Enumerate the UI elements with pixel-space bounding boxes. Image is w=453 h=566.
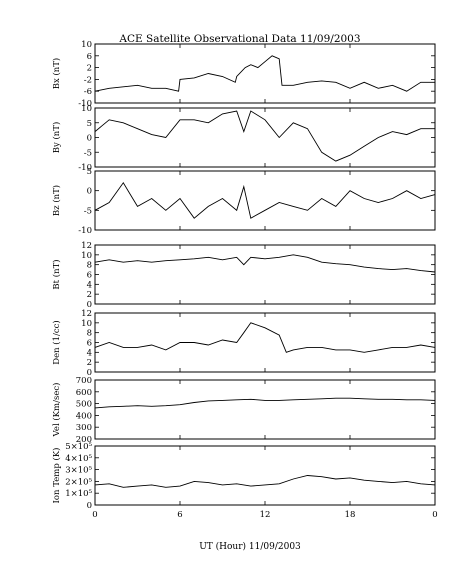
y-tick-label: 0: [87, 368, 92, 378]
y-tick-label: 5×10⁵: [65, 442, 92, 452]
y-tick-label: -10: [78, 226, 92, 236]
y-tick-label: 700: [76, 376, 92, 386]
series-line: [94, 475, 436, 488]
y-tick-label: 6: [87, 339, 92, 349]
y-tick-label: 3×10⁵: [65, 466, 92, 476]
y-tick-label: 400: [76, 411, 92, 421]
y-tick-label: -10: [78, 163, 92, 173]
series-line: [94, 397, 436, 409]
x-tick-label: 0: [92, 510, 97, 520]
panel-2: -10 -5 0 5 10 By (nT): [51, 104, 436, 173]
panel-frame: [94, 244, 436, 305]
y-tick-label: 2: [87, 64, 92, 74]
series-line: [94, 322, 436, 353]
y-tick-label: 2×10⁵: [65, 477, 92, 487]
x-tick-label: 18: [345, 510, 356, 520]
y-axis-label: Ion Temp (K): [51, 448, 62, 504]
y-tick-label: 2: [87, 358, 92, 368]
y-tick-label: 12: [81, 241, 92, 251]
y-tick-label: 10: [81, 251, 92, 261]
y-axis-label: Den (1/cc): [51, 320, 62, 364]
y-tick-label: -5: [84, 206, 92, 216]
panel-frame: [94, 107, 436, 168]
y-axis-label: By (nT): [51, 122, 62, 154]
y-tick-label: 0: [87, 134, 92, 144]
series-line: [94, 55, 435, 92]
y-tick-label: 0: [87, 187, 92, 197]
panel-frame: [94, 445, 436, 506]
y-tick-label: 300: [76, 423, 92, 433]
y-tick-label: 0: [87, 501, 92, 511]
y-tick-label: -6: [84, 87, 92, 97]
panel-frame: [94, 43, 436, 104]
y-tick-label: 4: [87, 280, 92, 290]
x-axis-label: UT (Hour) 11/09/2003: [199, 541, 301, 552]
y-tick-label: 600: [76, 388, 92, 398]
y-axis-label: Bz (nT): [51, 185, 62, 216]
series-line: [94, 254, 436, 273]
x-tick-label: 6: [177, 510, 182, 520]
y-tick-label: -2: [84, 75, 92, 85]
y-tick-label: -10: [78, 99, 92, 109]
y-tick-label: 8: [87, 261, 92, 271]
y-tick-label: 6: [87, 271, 92, 281]
panel-frame: [94, 312, 436, 373]
y-tick-label: 0: [87, 300, 92, 310]
y-tick-label: 8: [87, 329, 92, 339]
y-tick-label: 10: [81, 319, 92, 329]
y-tick-label: 500: [76, 400, 92, 410]
y-tick-label: 10: [81, 40, 92, 50]
y-axis-label: Bx (nT): [51, 58, 62, 90]
y-axis-label: Bt (nT): [51, 259, 62, 289]
y-tick-label: 4: [87, 348, 92, 358]
panel-3: -10 -5 0 5 Bz (nT): [51, 167, 436, 236]
y-tick-label: 10: [81, 104, 92, 114]
panel-frame: [94, 379, 436, 440]
chart-title: ACE Satellite Observational Data 11/09/2…: [118, 33, 360, 45]
y-tick-label: 2: [87, 290, 92, 300]
y-tick-label: 200: [76, 435, 92, 445]
panel-1: -10 -6 -22 6 10 Bx (nT): [51, 40, 436, 109]
series-line: [94, 181, 436, 219]
y-tick-label: 12: [81, 309, 92, 319]
y-tick-label: 5: [87, 119, 92, 129]
y-tick-label: 4×10⁵: [65, 454, 92, 464]
x-tick-label: 12: [260, 510, 271, 520]
x-tick-label: 0: [432, 510, 437, 520]
y-tick-label: 6: [87, 52, 92, 62]
y-tick-label: 5: [87, 167, 92, 177]
y-tick-label: -5: [84, 148, 92, 158]
y-axis-label: Vel (Km/sec): [51, 383, 62, 438]
y-tick-label: 1×10⁵: [65, 489, 92, 499]
series-line: [94, 110, 435, 162]
